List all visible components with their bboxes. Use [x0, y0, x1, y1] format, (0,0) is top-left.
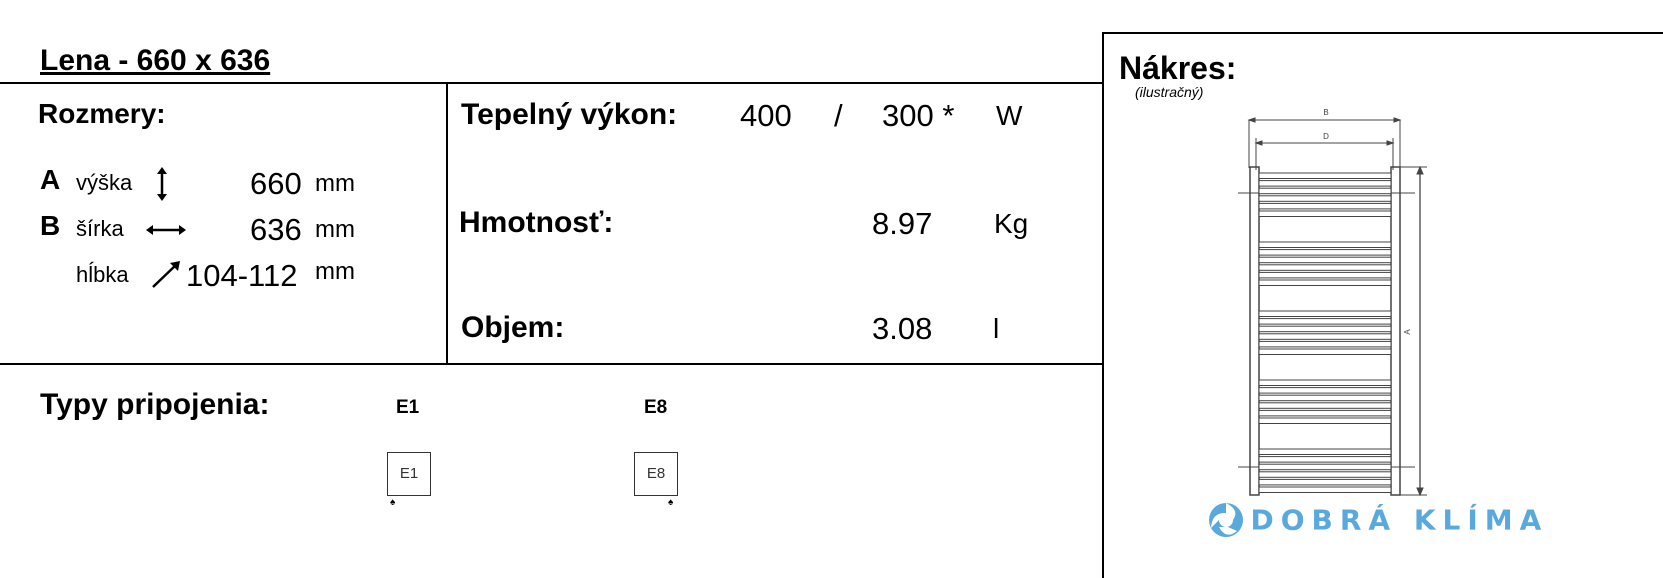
radiator-bar — [1258, 318, 1392, 325]
dimension-d-label: D — [1323, 132, 1329, 141]
divider — [1102, 32, 1663, 34]
divider — [1102, 33, 1104, 578]
power-separator: / — [834, 98, 843, 133]
dimension-unit: mm — [315, 216, 355, 243]
product-title: Lena - 660 x 636 — [40, 44, 271, 77]
dimension-unit: mm — [315, 258, 355, 285]
logo-text: DOBRÁ KLÍMA — [1250, 503, 1549, 537]
radiator-bar — [1258, 463, 1392, 471]
dobra-klima-logo: DOBRÁ KLÍMA — [1206, 500, 1548, 540]
vertical-arrow-icon — [157, 167, 167, 201]
dimension-label: šírka — [76, 216, 124, 241]
radiator-bar — [1258, 478, 1392, 486]
radiator-drawing: B D A — [1238, 108, 1427, 497]
dimension-unit: mm — [315, 170, 355, 197]
radiator-bar — [1258, 241, 1392, 248]
volume-label: Objem: — [461, 311, 565, 344]
power-value: 400 — [740, 98, 792, 133]
volume-value: 3.08 — [872, 311, 933, 346]
connection-type-label: E1 — [396, 397, 420, 418]
dimension-value: 660 — [250, 166, 302, 201]
connection-diagram-e1: E1 — [387, 452, 431, 496]
connections-heading: Typy pripojenia: — [40, 388, 270, 421]
radiator-bar — [1258, 471, 1392, 478]
weight-value: 8.97 — [872, 206, 933, 241]
radiator-bar — [1258, 172, 1392, 179]
dimension-value: 636 — [250, 212, 302, 247]
radiator-bar — [1258, 210, 1392, 217]
horizontal-arrow-icon — [146, 225, 186, 235]
radiator-bar — [1258, 387, 1392, 394]
diagonal-arrow-icon — [152, 261, 180, 288]
connector-icon: ♠ — [668, 497, 674, 508]
drawing-heading: Nákres: — [1119, 50, 1237, 86]
radiator-bar — [1258, 456, 1392, 463]
radiator-bar — [1258, 409, 1392, 417]
radiator-bar — [1258, 325, 1392, 333]
dimension-b-label: B — [1323, 108, 1328, 117]
radiator-bar — [1258, 256, 1392, 264]
divider — [446, 83, 448, 365]
dimensions-heading: Rozmery: — [38, 98, 166, 129]
radiator-bar — [1258, 448, 1392, 455]
dimension-a-label: A — [1403, 329, 1412, 335]
radiator-bar — [1258, 310, 1392, 317]
radiator-bar — [1258, 195, 1392, 202]
radiator-bar — [1258, 187, 1392, 195]
radiator-bar — [1258, 333, 1392, 340]
dimension-letter: B — [40, 210, 61, 241]
logo-swirl-icon — [1209, 503, 1243, 537]
radiator-bar — [1258, 402, 1392, 409]
radiator-bar — [1258, 486, 1392, 493]
radiator-bar — [1258, 264, 1392, 271]
radiator-bar — [1258, 340, 1392, 348]
radiator-bar — [1258, 202, 1392, 210]
radiator-bar — [1258, 249, 1392, 256]
weight-label: Hmotnosť: — [459, 206, 614, 239]
power-label: Tepelný výkon: — [461, 98, 678, 131]
radiator-bar — [1258, 279, 1392, 286]
volume-unit: l — [993, 313, 1000, 344]
connector-icon: ♠ — [390, 497, 396, 508]
radiator-bar — [1258, 394, 1392, 402]
connection-diagram-e8: E8 — [634, 452, 678, 496]
radiator-bar — [1258, 379, 1392, 386]
power-value-alt: 300 * — [882, 98, 955, 133]
radiator-bar — [1258, 271, 1392, 279]
power-unit: W — [996, 100, 1023, 131]
dimension-letter: A — [40, 164, 61, 195]
weight-unit: Kg — [994, 208, 1029, 239]
divider — [0, 82, 1103, 84]
dimension-label: výška — [76, 170, 133, 195]
divider — [0, 363, 1103, 365]
radiator-bar — [1258, 180, 1392, 187]
dimension-value: 104-112 — [186, 258, 298, 293]
radiator-bar — [1258, 348, 1392, 355]
dimension-label: hĺbka — [76, 262, 129, 287]
connection-type-label: E8 — [644, 397, 668, 418]
drawing-subheading: (ilustračný) — [1135, 84, 1204, 100]
radiator-bar — [1258, 417, 1392, 424]
